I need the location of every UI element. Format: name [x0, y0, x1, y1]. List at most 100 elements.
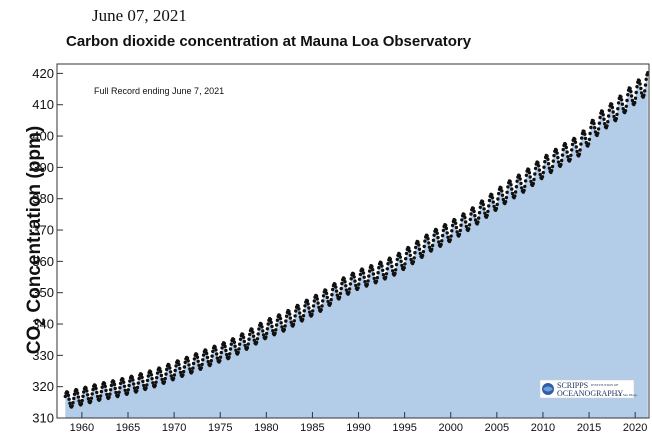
- data-point: [98, 394, 103, 398]
- data-point: [85, 393, 90, 397]
- data-point: [169, 374, 173, 378]
- data-point: [271, 329, 275, 333]
- data-point: [107, 395, 111, 399]
- data-point: [237, 347, 241, 351]
- data-point: [522, 188, 526, 193]
- data-point: [441, 228, 446, 233]
- data-point: [499, 186, 503, 190]
- data-point: [633, 100, 637, 105]
- data-point: [418, 251, 422, 256]
- data-point: [347, 287, 352, 291]
- data-point: [159, 373, 164, 378]
- data-point: [444, 223, 448, 228]
- data-point: [371, 272, 376, 276]
- data-point: [150, 377, 154, 381]
- data-point: [163, 376, 167, 381]
- data-point: [385, 267, 389, 271]
- data-point: [279, 321, 283, 325]
- data-point: [578, 148, 582, 152]
- data-point: [200, 362, 204, 367]
- data-point: [172, 373, 177, 377]
- data-point: [417, 247, 422, 251]
- data-point: [510, 187, 514, 191]
- data-point: [469, 212, 473, 216]
- y-tick-label: 310: [32, 411, 54, 426]
- y-tick-label: 360: [32, 254, 54, 269]
- data-point: [225, 352, 229, 357]
- data-point: [386, 262, 390, 266]
- data-point: [633, 96, 638, 100]
- data-point: [407, 246, 411, 250]
- data-point: [187, 363, 191, 367]
- data-point: [491, 200, 495, 204]
- data-point: [146, 374, 150, 378]
- data-point: [537, 168, 542, 172]
- data-point: [132, 386, 137, 390]
- data-point: [610, 105, 615, 110]
- data-point: [454, 221, 458, 225]
- data-point: [560, 153, 565, 157]
- data-point: [523, 179, 528, 183]
- data-point: [403, 262, 407, 266]
- data-point: [160, 377, 164, 382]
- data-point: [626, 93, 630, 97]
- data-point: [219, 350, 223, 355]
- data-point: [551, 159, 555, 163]
- data-point: [413, 251, 417, 255]
- data-point: [556, 160, 561, 164]
- data-point: [574, 145, 578, 149]
- data-point: [384, 272, 389, 276]
- y-tick-label: 370: [32, 223, 54, 238]
- data-point: [505, 190, 509, 194]
- data-point: [191, 366, 195, 370]
- data-point: [462, 213, 466, 217]
- logo-box: [539, 379, 635, 399]
- data-point: [145, 378, 150, 383]
- data-point: [446, 235, 450, 239]
- data-point: [570, 142, 575, 147]
- x-tick-label: 1990: [346, 422, 370, 434]
- data-point: [439, 242, 443, 247]
- data-point: [344, 284, 348, 288]
- data-point: [426, 237, 430, 241]
- data-point: [283, 324, 287, 328]
- data-point: [620, 102, 625, 106]
- data-point: [158, 369, 163, 374]
- data-point: [404, 251, 409, 256]
- data-point: [108, 392, 112, 396]
- data-point: [490, 193, 494, 197]
- data-point: [282, 327, 286, 332]
- data-point: [537, 164, 541, 168]
- data-point: [182, 365, 187, 369]
- data-point: [259, 322, 263, 326]
- data-point: [430, 247, 434, 251]
- data-point: [248, 332, 252, 337]
- data-point: [556, 155, 560, 160]
- data-point: [563, 142, 568, 147]
- data-point: [366, 279, 370, 283]
- data-point: [144, 386, 148, 390]
- data-point: [93, 384, 98, 388]
- plot-area: 310 320 330 340 350 360 370 380 390 400 410 420 1960…: [32, 63, 650, 434]
- data-point: [72, 396, 76, 401]
- data-point: [643, 89, 647, 93]
- data-point: [377, 266, 381, 270]
- data-point: [434, 228, 439, 232]
- data-point: [199, 366, 203, 370]
- data-point: [437, 240, 441, 244]
- data-point: [168, 370, 173, 374]
- data-point: [454, 225, 459, 230]
- data-point: [236, 350, 240, 355]
- data-point: [241, 335, 246, 340]
- data-point: [365, 282, 369, 287]
- data-point: [204, 349, 208, 353]
- data-point: [407, 249, 412, 253]
- data-point: [287, 309, 291, 313]
- data-point: [206, 359, 210, 364]
- data-point: [607, 108, 611, 113]
- data-point: [251, 330, 255, 334]
- data-point: [174, 364, 178, 368]
- data-point: [423, 239, 427, 243]
- data-point: [639, 91, 644, 95]
